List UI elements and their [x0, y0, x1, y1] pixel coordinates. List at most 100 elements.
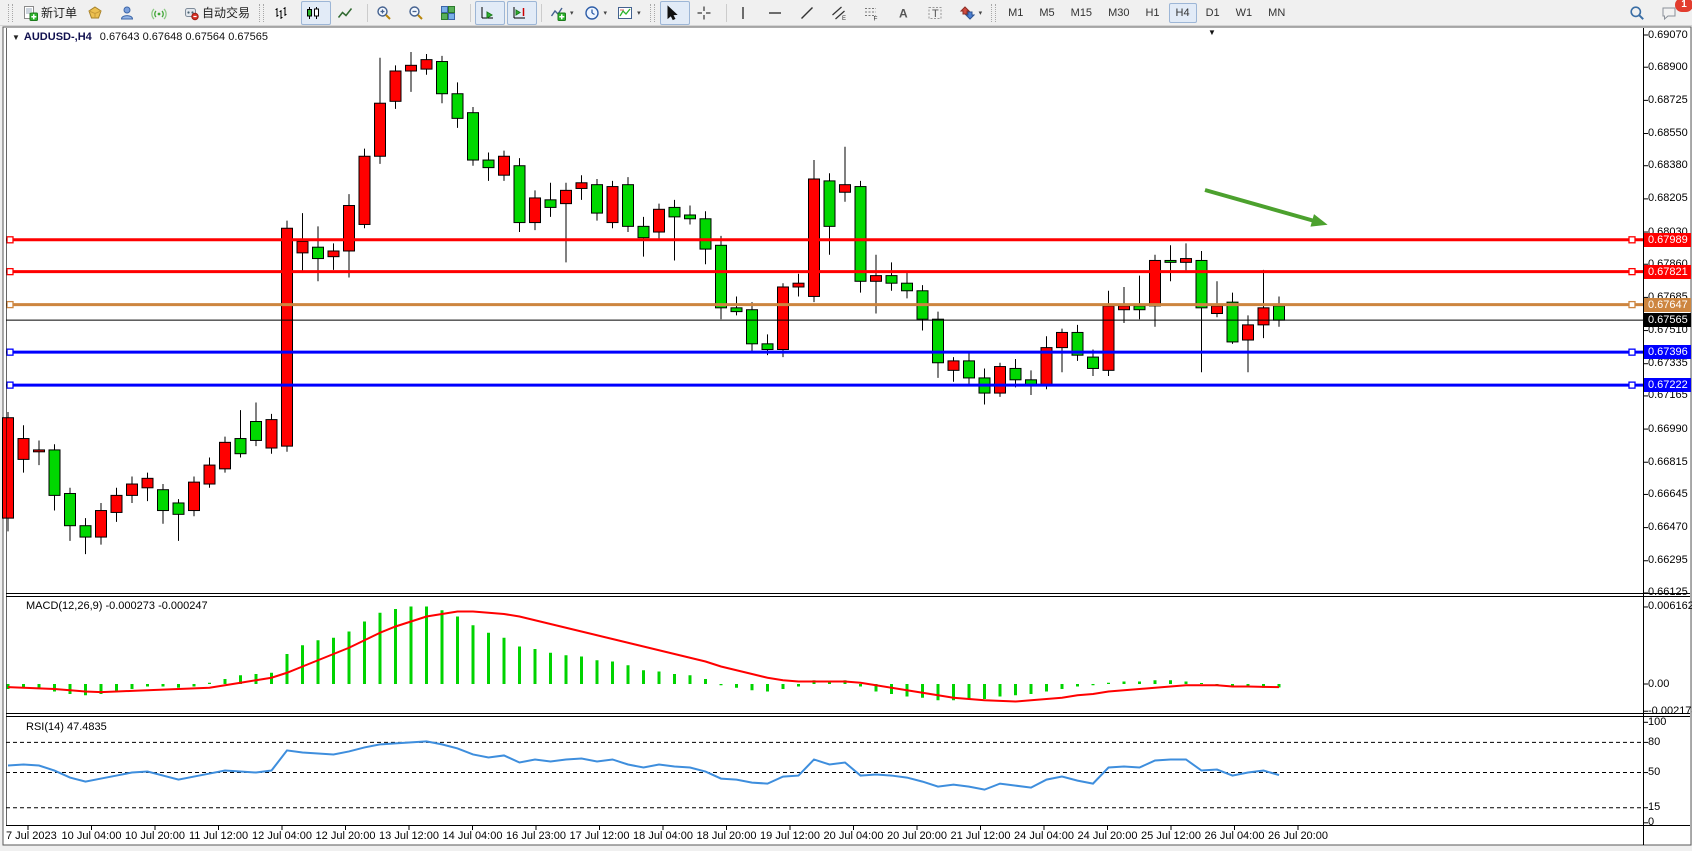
cursor-button[interactable] [659, 0, 690, 25]
notifications-button[interactable]: 1 [1657, 0, 1692, 25]
candle [668, 199, 681, 261]
candle-body [622, 184, 634, 227]
timeframe-button-m5[interactable]: M5 [1039, 6, 1055, 19]
rsi-line [7, 740, 1280, 791]
candlestick-button[interactable] [301, 0, 332, 25]
line-chart-button[interactable] [333, 1, 363, 25]
time-axis-label: 17 Jul 12:00 [569, 830, 630, 842]
timeframe-button-m30[interactable]: M30 [1108, 6, 1130, 19]
chart-menu-arrow-icon[interactable]: ▼ [1208, 28, 1216, 37]
timeframe-button-d1[interactable]: D1 [1205, 6, 1220, 19]
arrows-button[interactable]: ▾ [955, 1, 987, 25]
timeframe-button-h4[interactable]: H4 [1168, 2, 1197, 23]
support-line-2-anchor[interactable] [6, 381, 14, 389]
svg-text:T: T [932, 8, 939, 20]
text-button[interactable]: A [891, 1, 921, 25]
dropdown-arrow-icon: ▾ [570, 9, 574, 17]
candle-body [591, 184, 603, 214]
support-line-2-price-label: 0.67222 [1644, 378, 1691, 393]
candle-body [64, 492, 76, 527]
time-axis-label: 10 Jul 04:00 [61, 830, 122, 842]
candle [684, 205, 696, 225]
zoom-in-button[interactable] [372, 1, 402, 25]
zoom-out-button[interactable] [404, 1, 434, 25]
candle [95, 502, 107, 545]
timeframe-button-mn[interactable]: MN [1268, 6, 1286, 19]
profile-button[interactable] [115, 1, 145, 25]
timeframe-button-w1[interactable]: W1 [1235, 6, 1253, 19]
pivot-line-anchor[interactable] [1628, 300, 1636, 309]
search-button[interactable] [1625, 1, 1655, 25]
timeframe-button-h1[interactable]: H1 [1145, 6, 1160, 19]
chat-icon [1661, 5, 1677, 21]
candle [436, 55, 448, 104]
arrow-shaft [1204, 188, 1319, 224]
candle-body [358, 155, 371, 225]
candle-body [1180, 258, 1192, 263]
resistance-line-1-anchor[interactable] [1628, 236, 1636, 244]
label-button[interactable]: T [923, 1, 953, 25]
candle [343, 194, 355, 278]
candle-body [157, 489, 169, 512]
auto-scroll-icon [479, 5, 495, 21]
new-order-button[interactable]: 新订单 [18, 1, 81, 25]
candle [885, 262, 898, 291]
price-tick-label: 0.67335 [1648, 357, 1688, 370]
auto-trading-button-label: 自动交易 [202, 6, 251, 20]
candle [374, 57, 386, 164]
resistance-line-2-anchor[interactable] [1628, 267, 1636, 276]
fibonacci-button[interactable]: F [859, 1, 889, 25]
candle-body [250, 420, 262, 441]
timeframe-button-m1[interactable]: M1 [1008, 6, 1024, 19]
timeframe-button-m15[interactable]: M15 [1070, 6, 1093, 19]
time-axis-label: 11 Jul 12:00 [188, 830, 249, 842]
candle-body [281, 227, 293, 447]
chart-shift-button[interactable] [507, 0, 538, 25]
support-line-1-anchor[interactable] [1628, 348, 1636, 356]
candle-body [482, 159, 495, 169]
market-watch-button[interactable] [83, 1, 113, 25]
support-line-2-anchor[interactable] [1628, 381, 1636, 389]
candle-body [1164, 259, 1177, 263]
candle [575, 175, 588, 200]
vertical-line-button[interactable] [731, 1, 761, 25]
toolbar-separator [541, 3, 543, 22]
candle-body [188, 481, 200, 512]
level-lines-layer [6, 236, 1643, 389]
macd-tick-label: 0.00 [1648, 677, 1670, 690]
candle [157, 484, 169, 524]
indicators-button[interactable]: ▾ [546, 1, 578, 25]
templates-button[interactable]: ▾ [613, 1, 645, 25]
bar-chart-button[interactable] [269, 1, 299, 25]
candle-body [560, 189, 572, 205]
candle [1009, 358, 1022, 388]
periods-button[interactable]: ▾ [580, 1, 612, 25]
time-axis-label: 18 Jul 04:00 [633, 830, 693, 842]
trendline-icon [799, 5, 815, 21]
auto-trading-button[interactable]: 自动交易 [179, 1, 254, 25]
horizontal-line-button[interactable] [763, 1, 793, 25]
crosshair-button[interactable] [692, 1, 722, 25]
price-tick-label: 0.68380 [1648, 159, 1688, 172]
auto-scroll-button[interactable] [475, 0, 506, 25]
candle-body [219, 441, 231, 470]
toolbar-separator [725, 3, 727, 22]
support-line-1-anchor[interactable] [6, 348, 14, 356]
candle-body [637, 225, 650, 239]
toolbar-grip [649, 3, 655, 22]
bar-chart-icon [273, 5, 289, 21]
pivot-line-anchor[interactable] [6, 300, 14, 309]
candle-body [95, 510, 107, 538]
arrow-annotation[interactable] [1204, 188, 1328, 227]
resistance-line-1-anchor[interactable] [6, 236, 14, 244]
candle-body [1226, 301, 1239, 343]
candle-body [529, 197, 541, 224]
resistance-line-2-anchor[interactable] [6, 267, 14, 276]
trendline-button[interactable] [795, 1, 825, 25]
signals-button[interactable] [147, 1, 177, 25]
channel-button[interactable]: E [827, 1, 857, 25]
tile-windows-button[interactable] [436, 1, 466, 25]
chart-dropdown-icon[interactable]: ▼ [12, 33, 20, 42]
toolbar-separator [470, 3, 472, 22]
